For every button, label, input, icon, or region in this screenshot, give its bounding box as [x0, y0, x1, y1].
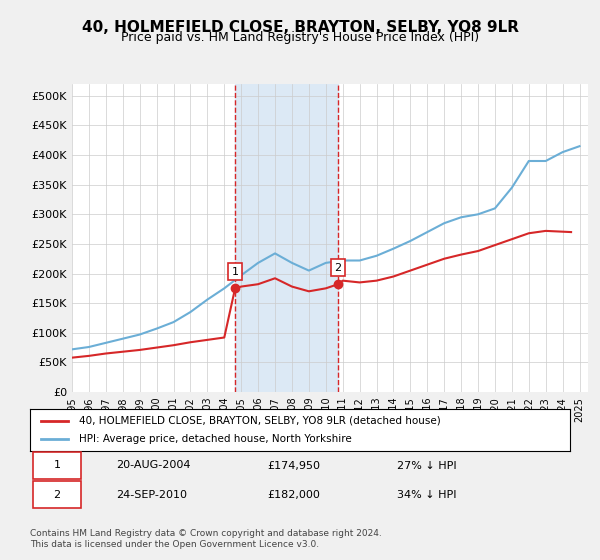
Text: £182,000: £182,000: [268, 490, 320, 500]
Bar: [235, 84, 338, 392]
Text: 40, HOLMEFIELD CLOSE, BRAYTON, SELBY, YO8 9LR (detached house): 40, HOLMEFIELD CLOSE, BRAYTON, SELBY, YO…: [79, 416, 440, 426]
Text: 1: 1: [232, 267, 239, 277]
Text: 2: 2: [335, 263, 341, 273]
Text: 24-SEP-2010: 24-SEP-2010: [116, 490, 187, 500]
Text: 34% ↓ HPI: 34% ↓ HPI: [397, 490, 457, 500]
FancyBboxPatch shape: [33, 482, 82, 508]
Text: 40, HOLMEFIELD CLOSE, BRAYTON, SELBY, YO8 9LR: 40, HOLMEFIELD CLOSE, BRAYTON, SELBY, YO…: [82, 20, 518, 35]
Text: HPI: Average price, detached house, North Yorkshire: HPI: Average price, detached house, Nort…: [79, 434, 352, 444]
Text: 27% ↓ HPI: 27% ↓ HPI: [397, 460, 457, 470]
Text: 1: 1: [53, 460, 61, 470]
Text: 2: 2: [53, 490, 61, 500]
Text: 20-AUG-2004: 20-AUG-2004: [116, 460, 191, 470]
Text: Price paid vs. HM Land Registry's House Price Index (HPI): Price paid vs. HM Land Registry's House …: [121, 31, 479, 44]
FancyBboxPatch shape: [33, 452, 82, 479]
Text: Contains HM Land Registry data © Crown copyright and database right 2024.
This d: Contains HM Land Registry data © Crown c…: [30, 529, 382, 549]
Text: £174,950: £174,950: [268, 460, 320, 470]
